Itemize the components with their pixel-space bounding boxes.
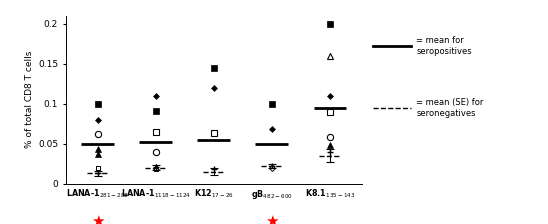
Text: ★: ★: [265, 214, 278, 224]
Y-axis label: % of total CD8 T cells: % of total CD8 T cells: [25, 51, 34, 148]
Text: = mean for
seropositives: = mean for seropositives: [416, 36, 472, 56]
Text: = mean (SE) for
seronegatives: = mean (SE) for seronegatives: [416, 98, 484, 118]
Text: ★: ★: [91, 214, 105, 224]
